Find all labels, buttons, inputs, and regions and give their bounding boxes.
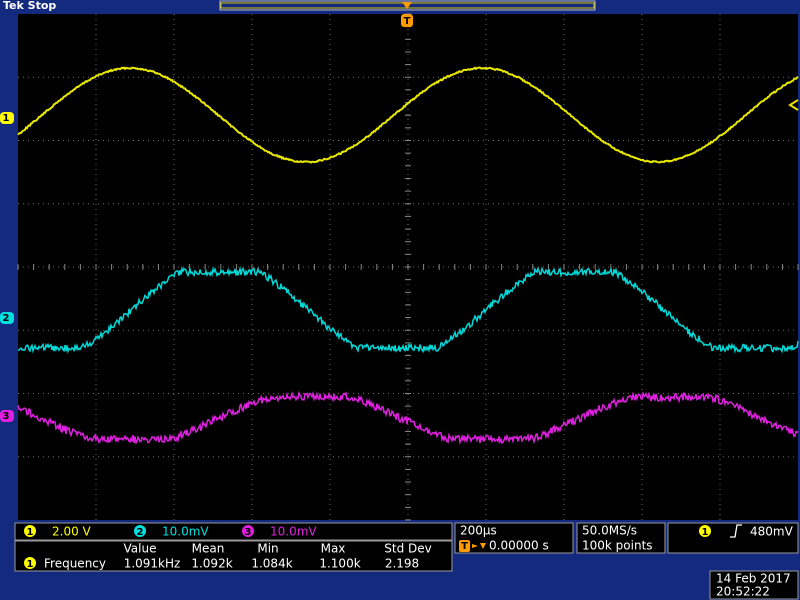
measurement-header: Min [257, 542, 278, 556]
marker-label: 3 [3, 411, 10, 422]
measurement-value: 1.084k [251, 557, 292, 571]
marker-label: 1 [3, 113, 10, 124]
position-marker [402, 2, 412, 9]
measurement-header: Mean [192, 542, 225, 556]
badge-label: 1 [702, 527, 709, 538]
marker-bg [0, 112, 14, 124]
timebase-position: 0.00000 s [489, 539, 549, 553]
timebase-panel [454, 522, 574, 554]
channel-marker: 1 [0, 112, 14, 124]
trigger-marker: T [404, 16, 411, 27]
badge-label: 1 [27, 559, 34, 570]
badge-label: 2 [137, 527, 144, 538]
channel-scale: 10.0mV [162, 525, 209, 539]
grid [17, 13, 799, 521]
badge [134, 525, 146, 537]
datetime-panel [709, 570, 799, 600]
measurement-value: 1.100k [319, 557, 360, 571]
badge [24, 557, 36, 569]
channel-marker: 2 [0, 312, 14, 324]
trigger-level: 480mV [750, 525, 794, 539]
marker-bg [0, 312, 14, 324]
marker-label: 2 [3, 313, 10, 324]
badge [24, 525, 36, 537]
channel-scale: 10.0mV [270, 525, 317, 539]
slope-icon [730, 524, 742, 538]
measurement-value: 1.091kHz [124, 557, 181, 571]
measurement-panel [14, 540, 453, 572]
time: 20:52:22 [716, 585, 770, 599]
badge [242, 525, 254, 537]
sample-rate: 50.0MS/s [582, 524, 637, 538]
badge-label: 1 [27, 527, 34, 538]
waveforms [17, 66, 799, 445]
trigger-marker-bg [401, 14, 413, 27]
timebase-marker: T [461, 541, 468, 552]
measurement-value: 1.092k [191, 557, 232, 571]
record-bar [219, 0, 596, 11]
trigger-level-arrow [788, 99, 799, 111]
trace [17, 265, 799, 355]
measurement-value: 2.198 [385, 557, 419, 571]
measurement-header: Value [124, 542, 157, 556]
position-arrows [472, 543, 486, 549]
timebase-scale: 200µs [460, 524, 497, 538]
record-length: 100k points [582, 539, 653, 553]
timebase-marker-bg [459, 540, 470, 552]
channel-scale: 2.00 V [52, 525, 92, 539]
marker-bg [0, 410, 14, 422]
badge [699, 525, 711, 537]
trace [17, 390, 799, 445]
measurement-header: Std Dev [384, 542, 431, 556]
acquisition-panel [576, 522, 666, 554]
trigger-panel [667, 522, 799, 554]
date: 14 Feb 2017 [716, 572, 791, 586]
channel-marker: 3 [0, 410, 14, 422]
measurement-name: Frequency [44, 557, 106, 571]
badge-label: 3 [245, 527, 252, 538]
measurement-header: Max [321, 542, 346, 556]
channel-panel [14, 522, 453, 541]
status: Tek Stop [3, 0, 56, 12]
trace [17, 66, 799, 164]
